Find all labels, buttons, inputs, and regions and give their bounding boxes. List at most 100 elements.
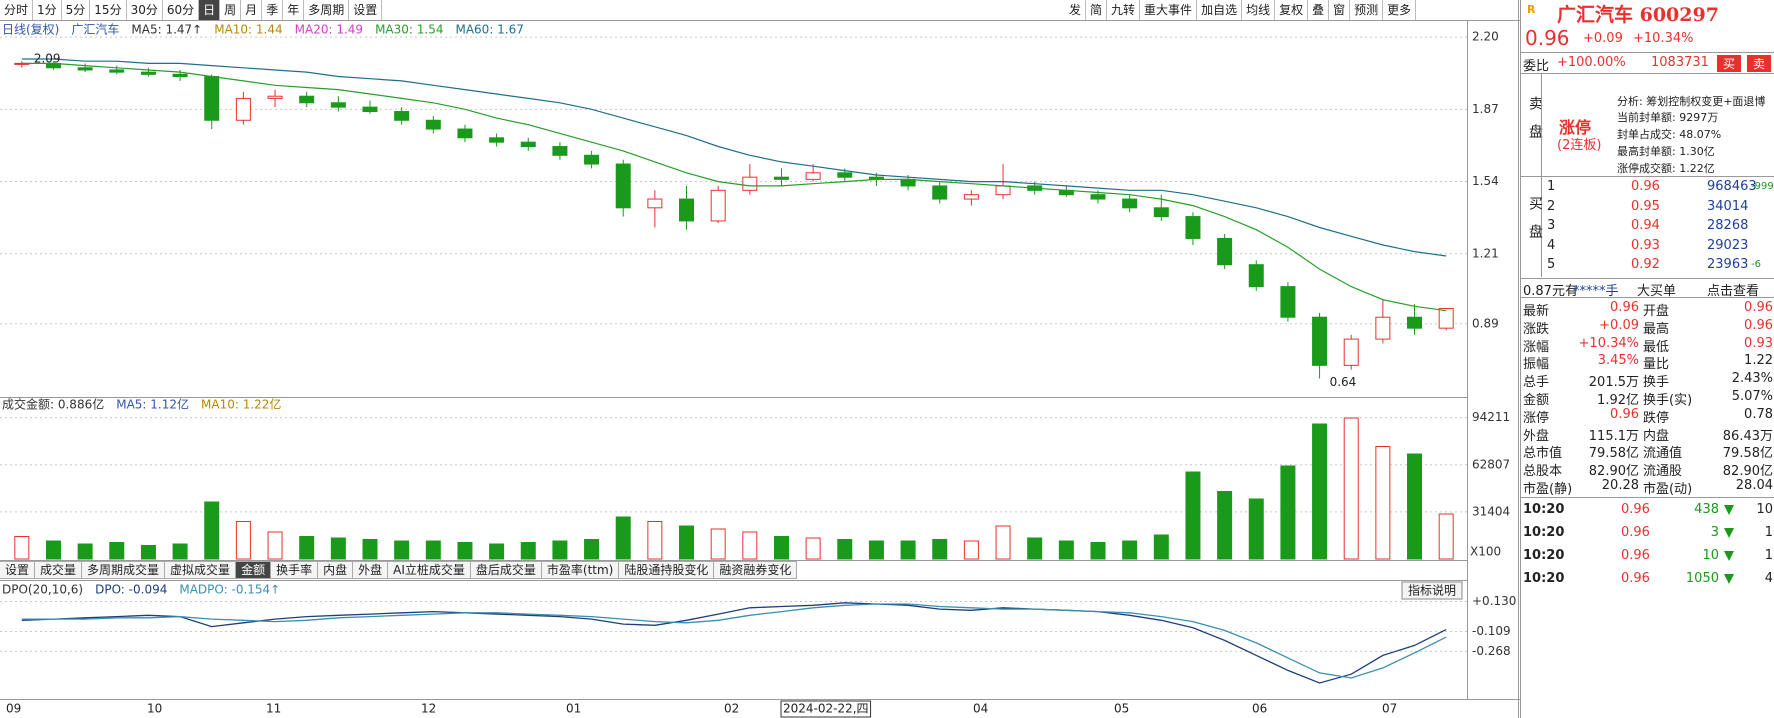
bid-price: 0.95 xyxy=(1631,198,1660,214)
period-button[interactable]: 季 xyxy=(262,0,284,20)
price-change-pct: +10.34% xyxy=(1633,31,1694,46)
indicator-tab[interactable]: 金额 xyxy=(236,561,272,579)
legend-entry: MA10: 1.22亿 xyxy=(201,397,281,412)
period-button[interactable]: 1分 xyxy=(33,0,62,20)
bid-volume: 968463 xyxy=(1707,179,1757,194)
x-axis-label: 06 xyxy=(1252,702,1267,716)
indicator-tab[interactable]: 多周期成交量 xyxy=(82,561,166,579)
candle-body xyxy=(837,172,853,178)
tool-button[interactable]: 更多 xyxy=(1383,0,1417,20)
divider xyxy=(1521,278,1774,279)
volume-bar xyxy=(837,539,853,560)
candle-body xyxy=(267,95,283,99)
stat-value: 82.90亿 xyxy=(1722,464,1773,480)
big-order[interactable]: 点击查看 xyxy=(1707,284,1760,299)
y-tick-label: 1.21 xyxy=(1472,246,1499,260)
stat-label: 开盘 xyxy=(1643,304,1670,319)
indicator-tab[interactable]: AI立桩成交量 xyxy=(388,561,471,579)
indicator-tab[interactable]: 设置 xyxy=(0,561,36,579)
indicator-tab[interactable]: 盘后成交量 xyxy=(470,561,542,579)
period-button[interactable]: 周 xyxy=(220,0,242,20)
series-line xyxy=(21,58,1447,257)
period-button[interactable]: 设置 xyxy=(349,0,383,20)
y-tick-label: 1.54 xyxy=(1472,174,1499,188)
trade-count: 1 xyxy=(1764,525,1773,540)
seal-info: 当前封单额: 9297万 xyxy=(1617,111,1719,124)
x-axis-label: 07 xyxy=(1382,702,1397,716)
divider xyxy=(1521,176,1774,177)
tool-button[interactable]: 叠 xyxy=(1308,0,1330,20)
volume-bar xyxy=(900,540,916,560)
trade-time: 10:20 xyxy=(1523,548,1565,563)
candle-body xyxy=(394,111,410,121)
period-button[interactable]: 月 xyxy=(241,0,263,20)
indicator-tab[interactable]: 成交量 xyxy=(35,561,83,579)
period-button[interactable]: 30分 xyxy=(127,0,163,20)
indicator-tab[interactable]: 市盈率(ttm) xyxy=(541,561,620,579)
stat-label: 总市值 xyxy=(1523,446,1563,462)
y-tick-label: -0.109 xyxy=(1472,624,1511,638)
y-tick-label: 94211 xyxy=(1472,410,1510,424)
period-button[interactable]: 5分 xyxy=(62,0,91,20)
indicator-tab[interactable]: 陆股通持股变化 xyxy=(619,561,715,579)
candle-body xyxy=(963,194,979,200)
tool-button[interactable]: 加自选 xyxy=(1197,0,1243,20)
volume-bar xyxy=(1343,417,1359,560)
buy-button[interactable]: 买 xyxy=(1717,55,1742,72)
volume-bar xyxy=(805,537,821,560)
tool-button[interactable]: 九转 xyxy=(1107,0,1141,20)
trade-arrow xyxy=(1724,528,1734,538)
tool-button[interactable]: 复权 xyxy=(1275,0,1309,20)
indicator-tab[interactable]: 虚拟成交量 xyxy=(165,561,237,579)
candle-body xyxy=(679,198,695,222)
x-axis-label: 11 xyxy=(266,702,281,716)
x-axis-label: 10 xyxy=(147,702,162,716)
stat-value: 201.5万 xyxy=(1588,375,1639,391)
volume-bar xyxy=(1438,513,1454,560)
y-tick-label: 62807 xyxy=(1472,457,1510,471)
price-change: +0.09 xyxy=(1583,31,1623,46)
tool-button[interactable]: 均线 xyxy=(1242,0,1276,20)
tool-button[interactable]: 发 xyxy=(1065,0,1087,20)
stat-label: 流通股 xyxy=(1643,464,1683,480)
high-label: 2.09 xyxy=(34,52,61,66)
indicator-tab[interactable]: 外盘 xyxy=(353,561,389,579)
stat-label: 流通值 xyxy=(1643,446,1683,462)
trade-volume: 10 xyxy=(1702,548,1719,563)
period-button[interactable]: 60分 xyxy=(163,0,200,20)
tool-button[interactable]: 窗 xyxy=(1329,0,1351,20)
candle-body xyxy=(710,189,726,222)
candle-body xyxy=(1090,194,1106,200)
period-button[interactable]: 分时 xyxy=(0,0,34,20)
tool-button[interactable]: 简 xyxy=(1086,0,1108,20)
volume-bar xyxy=(963,540,979,560)
help-button[interactable]: 指标说明 xyxy=(1408,583,1456,598)
candle-body xyxy=(1312,316,1328,366)
volume-bar xyxy=(679,525,695,560)
divider xyxy=(1521,52,1774,53)
indicator-tab[interactable]: 内盘 xyxy=(318,561,354,579)
tool-button[interactable]: 预测 xyxy=(1350,0,1384,20)
tool-button[interactable]: 重大事件 xyxy=(1140,0,1198,20)
period-button[interactable]: 15分 xyxy=(90,0,127,20)
tool-toolbar: 发简九转 重大事件 加自选 均线 复权叠窗预测 更多 xyxy=(1065,0,1417,20)
candle-body xyxy=(615,163,631,209)
volume-bar xyxy=(1312,423,1328,560)
sell-button[interactable]: 卖 xyxy=(1747,55,1772,72)
stat-value: 0.93 xyxy=(1744,335,1773,351)
period-button[interactable]: 日 xyxy=(199,0,221,20)
indicator-tab[interactable]: 换手率 xyxy=(271,561,319,579)
stat-value: 0.96 xyxy=(1744,317,1773,333)
period-button[interactable]: 多周期 xyxy=(304,0,350,20)
indicator-tabs: 设置 成交量 多周期成交量 虚拟成交量 金额 换手率 内盘 外盘 AI立桩成交量 盘后成交量 市盈率… xyxy=(0,561,798,579)
period-button[interactable]: 年 xyxy=(283,0,305,20)
candle-body xyxy=(520,141,536,148)
stat-label: 市盈(静) xyxy=(1523,482,1573,497)
stat-label: 换手(实) xyxy=(1643,393,1693,408)
stat-value: 115.1万 xyxy=(1588,428,1639,444)
indicator-tab[interactable]: 融资融券变化 xyxy=(714,561,798,579)
trade-time: 10:20 xyxy=(1523,525,1565,540)
bid-delta: -6 xyxy=(1751,259,1761,270)
candle-body xyxy=(204,76,220,121)
